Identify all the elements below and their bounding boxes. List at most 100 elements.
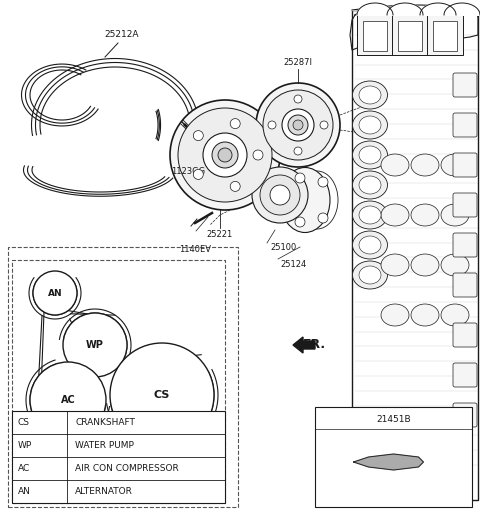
FancyBboxPatch shape bbox=[453, 193, 477, 217]
Circle shape bbox=[193, 131, 204, 141]
Circle shape bbox=[282, 109, 314, 141]
Circle shape bbox=[230, 118, 240, 129]
Text: CS: CS bbox=[18, 418, 30, 427]
Text: AIR CON COMPRESSOR: AIR CON COMPRESSOR bbox=[75, 464, 179, 473]
Circle shape bbox=[263, 90, 333, 160]
Ellipse shape bbox=[359, 206, 381, 224]
FancyBboxPatch shape bbox=[453, 323, 477, 347]
Bar bbox=[363, 21, 387, 51]
Circle shape bbox=[295, 217, 305, 227]
Ellipse shape bbox=[381, 154, 409, 176]
Bar bbox=[357, 15, 393, 55]
Ellipse shape bbox=[352, 81, 387, 109]
Text: FR.: FR. bbox=[303, 338, 326, 352]
Ellipse shape bbox=[352, 171, 387, 199]
Circle shape bbox=[256, 83, 340, 167]
Text: AN: AN bbox=[48, 288, 62, 298]
Circle shape bbox=[288, 115, 308, 135]
FancyBboxPatch shape bbox=[453, 403, 477, 427]
Bar bbox=[8, 247, 238, 507]
Circle shape bbox=[295, 173, 305, 183]
Circle shape bbox=[320, 121, 328, 129]
Ellipse shape bbox=[359, 266, 381, 284]
Ellipse shape bbox=[359, 116, 381, 134]
Bar bbox=[427, 15, 463, 55]
Circle shape bbox=[268, 121, 276, 129]
Ellipse shape bbox=[352, 141, 387, 169]
Text: 25100: 25100 bbox=[270, 243, 296, 252]
Ellipse shape bbox=[359, 146, 381, 164]
Text: ALTERNATOR: ALTERNATOR bbox=[75, 487, 133, 496]
Circle shape bbox=[203, 133, 247, 177]
Circle shape bbox=[253, 150, 263, 160]
Bar bbox=[315, 407, 472, 507]
Ellipse shape bbox=[352, 261, 387, 289]
Ellipse shape bbox=[411, 204, 439, 226]
Circle shape bbox=[318, 213, 328, 223]
Ellipse shape bbox=[352, 201, 387, 229]
Ellipse shape bbox=[441, 154, 469, 176]
Ellipse shape bbox=[352, 111, 387, 139]
Polygon shape bbox=[387, 3, 423, 15]
Bar bbox=[12, 260, 225, 503]
Circle shape bbox=[318, 177, 328, 187]
Polygon shape bbox=[444, 3, 480, 15]
Ellipse shape bbox=[381, 204, 409, 226]
Text: 25221: 25221 bbox=[207, 230, 233, 239]
Circle shape bbox=[193, 169, 204, 179]
Ellipse shape bbox=[411, 304, 439, 326]
Ellipse shape bbox=[280, 167, 330, 232]
Ellipse shape bbox=[381, 304, 409, 326]
FancyBboxPatch shape bbox=[453, 273, 477, 297]
FancyBboxPatch shape bbox=[453, 113, 477, 137]
Circle shape bbox=[178, 108, 272, 202]
Ellipse shape bbox=[381, 254, 409, 276]
Text: 25212A: 25212A bbox=[105, 30, 139, 39]
Text: WP: WP bbox=[18, 441, 32, 450]
Bar bbox=[392, 15, 428, 55]
Circle shape bbox=[33, 271, 77, 315]
Polygon shape bbox=[350, 3, 478, 50]
Bar bbox=[433, 21, 457, 51]
Polygon shape bbox=[353, 454, 423, 470]
Text: 21451B: 21451B bbox=[376, 415, 411, 424]
Ellipse shape bbox=[359, 236, 381, 254]
Circle shape bbox=[294, 95, 302, 103]
FancyBboxPatch shape bbox=[453, 233, 477, 257]
Circle shape bbox=[230, 181, 240, 192]
Text: WP: WP bbox=[86, 340, 104, 350]
Circle shape bbox=[218, 148, 232, 162]
FancyBboxPatch shape bbox=[453, 363, 477, 387]
Circle shape bbox=[30, 362, 106, 438]
Circle shape bbox=[170, 100, 280, 210]
Ellipse shape bbox=[352, 231, 387, 259]
Text: 25124: 25124 bbox=[280, 260, 306, 269]
Circle shape bbox=[212, 142, 238, 168]
Bar bbox=[398, 21, 422, 51]
Circle shape bbox=[110, 343, 214, 447]
Ellipse shape bbox=[441, 204, 469, 226]
Text: CS: CS bbox=[154, 390, 170, 400]
Ellipse shape bbox=[359, 86, 381, 104]
Polygon shape bbox=[293, 337, 315, 353]
Ellipse shape bbox=[411, 154, 439, 176]
Ellipse shape bbox=[359, 176, 381, 194]
FancyBboxPatch shape bbox=[453, 73, 477, 97]
Bar bbox=[12, 411, 225, 503]
FancyBboxPatch shape bbox=[453, 153, 477, 177]
Circle shape bbox=[294, 147, 302, 155]
Polygon shape bbox=[357, 3, 393, 15]
Circle shape bbox=[252, 167, 308, 223]
Circle shape bbox=[260, 175, 300, 215]
Text: 1140EV: 1140EV bbox=[179, 245, 211, 254]
Text: AC: AC bbox=[18, 464, 30, 473]
Ellipse shape bbox=[296, 171, 338, 229]
Text: AC: AC bbox=[60, 395, 75, 405]
Text: 25287I: 25287I bbox=[284, 58, 312, 67]
Ellipse shape bbox=[441, 304, 469, 326]
Ellipse shape bbox=[441, 254, 469, 276]
Text: CRANKSHAFT: CRANKSHAFT bbox=[75, 418, 135, 427]
Polygon shape bbox=[420, 3, 456, 15]
Text: WATER PUMP: WATER PUMP bbox=[75, 441, 134, 450]
Circle shape bbox=[63, 313, 127, 377]
